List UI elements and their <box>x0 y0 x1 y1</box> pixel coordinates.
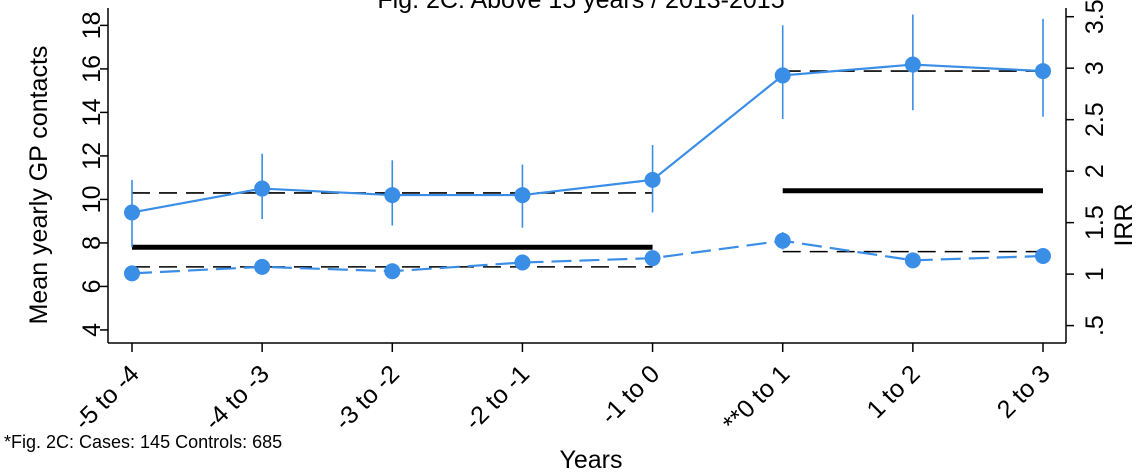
series-dashed-point <box>124 265 140 282</box>
y-right-tick-label: 3.5 <box>1081 0 1109 34</box>
x-axis-label: Years <box>559 446 622 474</box>
x-tick-label: -3 to -2 <box>329 360 405 436</box>
y-right-tick-label: 1.5 <box>1081 205 1109 240</box>
x-tick-label: 2 to 3 <box>992 360 1056 424</box>
y-axis-left-label: Mean yearly GP contacts <box>25 46 53 325</box>
series-solid-point <box>1035 63 1051 80</box>
y-left-tick-label: 16 <box>78 55 106 83</box>
series-solid-point <box>514 187 531 204</box>
y-left-tick-label: 8 <box>78 236 106 250</box>
chart-title: Fig. 2C: Above 15 years / 2013-2015 <box>377 0 784 14</box>
x-tick-label: **0 to 1 <box>718 360 796 438</box>
series-dashed-point <box>904 252 921 269</box>
series-dashed-line <box>131 239 1044 275</box>
y-left-tick-label: 6 <box>78 279 106 293</box>
footnote: *Fig. 2C: Cases: 145 Controls: 685 <box>4 432 282 452</box>
series-solid-line <box>131 63 1044 214</box>
x-tick-label: -5 to -4 <box>69 360 145 436</box>
series-dashed-point <box>1035 247 1051 264</box>
x-tick-label: -4 to -3 <box>199 360 275 436</box>
series-dashed-point <box>254 258 271 275</box>
series-solid-point <box>384 187 401 204</box>
y-left-tick-label: 14 <box>78 98 106 126</box>
series-solid-point <box>904 56 921 73</box>
series-dashed-point <box>384 263 401 280</box>
y-right-tick-label: 1 <box>1081 267 1109 281</box>
series-dashed-point <box>644 250 661 267</box>
y-right-tick-label: .5 <box>1081 315 1109 336</box>
y-right-tick-label: 3 <box>1081 61 1109 75</box>
y-left-tick-label: 10 <box>78 186 106 214</box>
y-right-tick-label: 2 <box>1081 164 1109 178</box>
x-tick-label: -1 to 0 <box>595 360 665 430</box>
y-left-tick-label: 18 <box>78 11 106 39</box>
x-tick-label: 1 to 2 <box>862 360 926 424</box>
y-left-tick-label: 4 <box>78 323 106 337</box>
series-dashed-point <box>514 254 531 271</box>
series-solid-point <box>254 180 271 197</box>
plot-area: 4 6 8 10 12 14 16 18 .5 1 1.5 2 2.5 3 3.5 -5 to -4 -4 to… <box>69 0 1109 438</box>
series-solid-point <box>644 171 661 188</box>
x-tick-label: -2 to -1 <box>459 360 535 436</box>
y-left-tick-label: 12 <box>78 142 106 170</box>
series-dashed-point <box>774 232 791 249</box>
y-axis-right-label: IRR <box>1110 203 1138 246</box>
series-solid-point <box>124 204 140 221</box>
series-solid-point <box>774 67 791 84</box>
y-right-tick-label: 2.5 <box>1081 102 1109 137</box>
